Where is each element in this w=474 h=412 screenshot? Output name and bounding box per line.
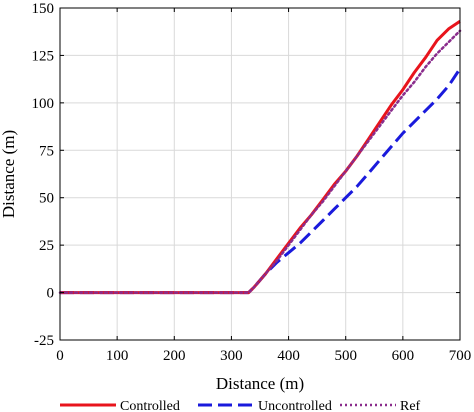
x-tick-label: 300 [220,348,243,364]
x-tick-label: 100 [106,348,129,364]
series-line-ref [58,29,462,294]
y-tick-label: 75 [39,143,54,159]
y-tick-label: 150 [32,1,55,17]
series-lines [58,20,462,295]
y-tick-label: -25 [34,333,54,349]
x-tick-label: 400 [277,348,300,364]
plot-frame [59,7,461,341]
legend-label-controlled: Controlled [120,399,180,412]
y-tick-label: 25 [39,238,54,254]
plot-background [60,8,460,340]
legend-label-ref: Ref [400,399,421,412]
legend: Controlled Uncontrolled Ref [60,399,421,412]
x-tick-label: 600 [392,348,415,364]
y-tick-label: 125 [32,48,55,64]
x-tick-label: 0 [56,348,64,364]
y-tick-label: 0 [47,286,55,302]
legend-label-uncontrolled: Uncontrolled [258,399,332,412]
x-axis-label: Distance (m) [216,374,304,393]
x-tick-label: 700 [449,348,472,364]
x-tick-label: 500 [334,348,357,364]
x-tick-label: 200 [163,348,186,364]
y-tick-label: 100 [32,96,55,112]
y-axis-label: Distance (m) [0,130,18,218]
y-tick-label: 50 [39,191,54,207]
axis-ticks: 0 100 200 300 400 500 600 700-25025507510012515… [32,1,472,364]
